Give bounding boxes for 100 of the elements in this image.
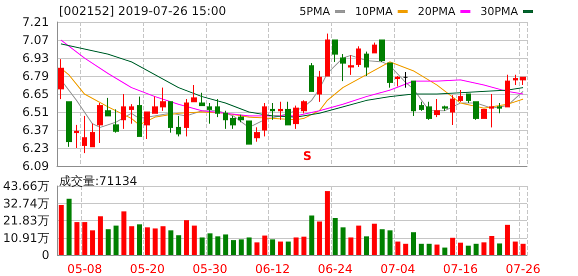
candlestick [450,94,455,126]
bar [395,242,400,255]
candlestick [426,101,432,120]
bar [520,244,526,255]
candlestick [105,97,111,116]
y-tick-label: 6.37 [22,123,49,137]
bar [184,220,190,255]
bar [152,228,158,255]
x-tick-label: 05-30 [192,262,228,276]
x-tick-label: 06-12 [255,262,290,276]
bar [137,224,142,255]
bar [426,244,432,255]
candlestick [246,120,252,145]
candlestick [207,102,212,124]
bar [380,229,385,255]
x-tick-label: 07-26 [506,262,541,276]
candlestick [505,74,510,108]
candlestick [168,101,173,134]
bar [294,237,299,255]
candlestick [317,70,322,102]
bar [504,224,510,255]
candlestick [387,62,393,88]
candlestick [270,102,275,120]
candlestick [293,105,299,130]
bar [340,227,346,255]
bar [58,205,64,255]
bar [82,222,88,255]
candlestick [403,72,408,88]
candlestick [278,101,283,120]
candlestick [372,42,377,54]
bar [129,226,134,255]
candlestick [160,87,166,112]
bar [403,244,408,255]
candlestick [285,101,291,126]
bar [230,240,236,255]
bar [481,242,486,255]
x-tick-label: 07-04 [380,262,416,276]
candlestick [113,108,119,134]
candlestick [395,76,400,87]
candlestick [254,126,260,142]
x-tick-label: 07-16 [443,262,478,276]
legend-label: 20PMA [418,5,456,18]
candlestick [332,40,338,62]
bar [512,242,518,255]
bar [90,230,96,255]
candlestick [325,33,330,76]
candlestick [513,74,518,86]
bar [474,244,479,255]
bar [317,221,322,255]
bar [66,198,72,255]
y-tick-label: 32.74万 [2,196,50,210]
candlestick [184,98,189,137]
candlestick [144,112,150,140]
candlestick [121,94,126,130]
bar [215,236,220,255]
candlestick [442,105,448,112]
y-tick-label: 6.23 [22,141,49,155]
legend-label: 30PMA [480,5,518,18]
candlestick [137,96,142,137]
annotation: S [303,149,312,163]
bar [246,237,252,255]
candlestick [74,124,79,148]
candlestick [90,123,95,148]
bar [497,243,502,255]
y-tick-label: 6.93 [22,51,49,65]
candlestick [309,62,314,92]
bar [238,239,244,255]
candlestick [489,94,494,128]
y-tick-label: 6.09 [22,159,49,173]
bar [262,236,268,255]
bar [442,248,448,255]
chart-title: [002152] 2019-07-26 15:00 [59,4,226,18]
y-tick-label: 21.83万 [2,214,50,228]
bar [324,191,330,255]
candlestick [199,92,205,106]
bar [411,232,416,255]
y-tick-label: 43.66万 [2,179,50,193]
candlestick [419,101,424,112]
x-tick-label: 05-20 [130,262,165,276]
candlestick [152,96,158,114]
y-tick-label: 7.21 [22,15,49,29]
candlestick [176,115,181,137]
bar [114,226,119,255]
bar [200,237,205,255]
candlestick [230,115,236,130]
chart-title: 成交量:71134 [59,174,138,188]
bar [348,237,354,255]
bar [121,211,126,255]
x-tick-label: 05-08 [67,262,102,276]
bar [356,226,362,255]
bar [309,215,314,255]
bar [286,242,291,255]
bar [458,242,463,255]
bar [168,230,174,255]
bar [364,236,370,255]
y-tick-label: 6.51 [22,105,49,119]
bar [489,236,494,255]
bar [207,233,212,255]
candlestick [379,40,385,62]
y-tick-label: 6.65 [22,87,49,101]
